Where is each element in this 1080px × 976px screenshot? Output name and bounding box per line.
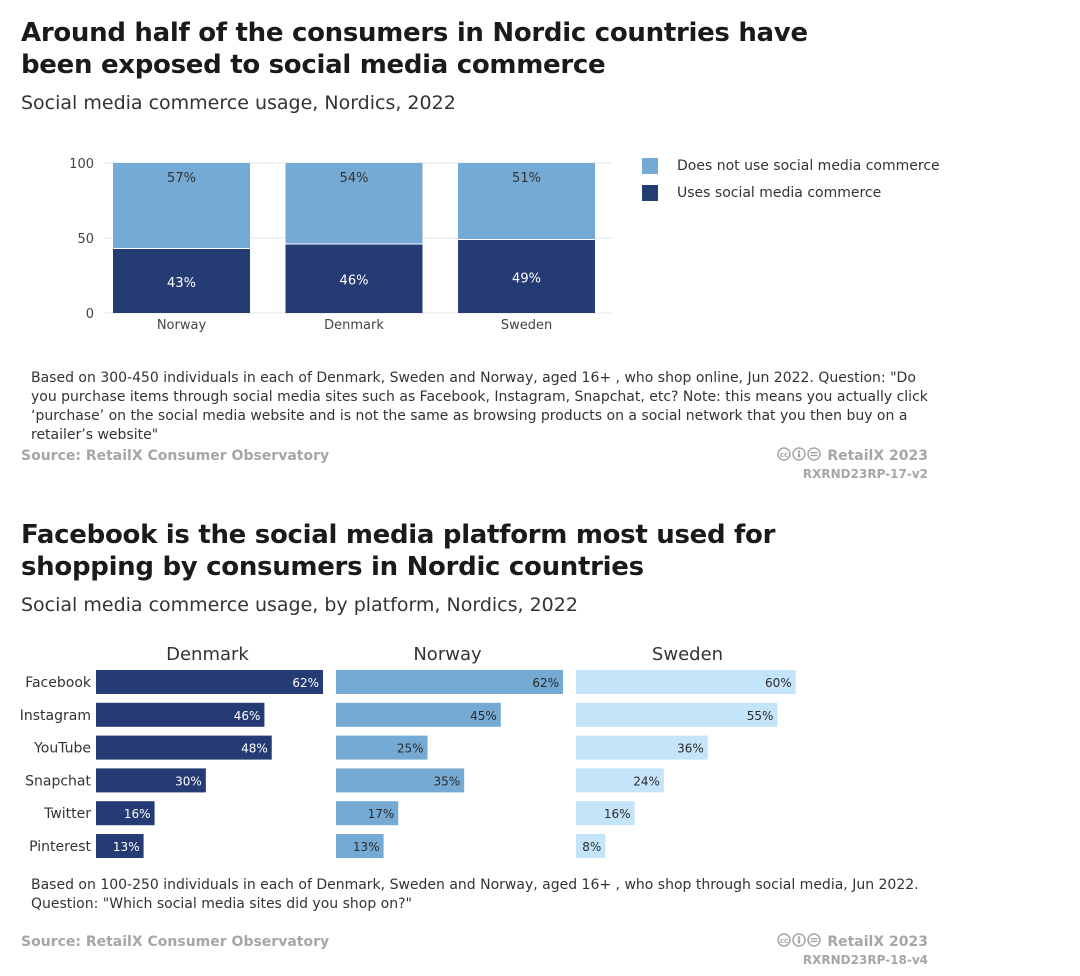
legend-swatch-uses: [642, 184, 658, 201]
data-label: 43%: [167, 276, 196, 291]
chart2-credit: cc RetailX 2023 RXRND23RP-18-v4: [777, 933, 928, 969]
data-label: 57%: [167, 171, 196, 186]
bar-segment: [285, 163, 423, 244]
chart1-subtitle: Social media commerce usage, Nordics, 20…: [21, 92, 456, 114]
chart2-title: Facebook is the social media platform mo…: [21, 520, 776, 582]
panel-title: Sweden: [652, 644, 723, 665]
category-label: Twitter: [43, 806, 91, 822]
chart2-plot: Facebook Instagram YouTube Snapchat Twitter P…: [20, 644, 796, 858]
data-label: 24%: [633, 774, 660, 788]
legend-item-uses: Uses social media commerce: [642, 179, 940, 206]
x-tick-label: Norway: [157, 318, 207, 333]
chart1-plot: 0 50 100 43% 57% Norway 46% 54% Denmark 49% 51% Swe…: [69, 157, 612, 333]
legend-swatch-not-use: [642, 157, 658, 174]
data-label: 48%: [241, 742, 268, 756]
data-label: 45%: [470, 709, 497, 723]
bar-segment: [285, 244, 423, 313]
data-label: 62%: [292, 676, 319, 690]
bar: [336, 670, 563, 694]
category-label: YouTube: [33, 741, 91, 757]
bar: [96, 801, 155, 826]
chart1-title: Around half of the consumers in Nordic c…: [21, 18, 808, 80]
y-tick-label: 0: [86, 307, 94, 322]
data-label: 46%: [340, 274, 369, 289]
y-tick-label: 50: [77, 232, 94, 247]
bar: [576, 834, 606, 858]
x-tick-label: Denmark: [324, 318, 384, 333]
data-label: 35%: [433, 774, 460, 788]
bar: [96, 768, 206, 793]
data-label: 17%: [368, 807, 395, 821]
bar: [576, 801, 635, 826]
legend-label-not-use: Does not use social media commerce: [677, 157, 940, 174]
bar: [336, 702, 501, 727]
chart2-subtitle: Social media commerce usage, by platform…: [21, 594, 578, 616]
category-label: Facebook: [25, 675, 92, 691]
bar: [96, 702, 265, 727]
svg-text:cc: cc: [780, 451, 788, 459]
chart1-credit-label: RetailX 2023: [827, 448, 928, 464]
chart1-code: RXRND23RP-17-v2: [802, 467, 928, 481]
bar: [96, 670, 323, 694]
bar-segment: [113, 163, 250, 249]
legend-item-not-use: Does not use social media commerce: [642, 152, 940, 179]
data-label: 55%: [747, 709, 774, 723]
chart2-note: Based on 100-250 individuals in each of …: [31, 877, 919, 912]
data-label: 62%: [532, 676, 559, 690]
bar: [336, 801, 399, 826]
chart2-code: RXRND23RP-18-v4: [802, 953, 928, 967]
chart2-credit-label: RetailX 2023: [827, 934, 928, 950]
cc-license-icon: cc: [777, 447, 822, 465]
category-label: Instagram: [20, 708, 91, 724]
data-label: 54%: [340, 171, 369, 186]
bar: [576, 768, 664, 793]
data-label: 8%: [582, 840, 601, 854]
chart2-source: Source: RetailX Consumer Observatory: [21, 934, 330, 950]
chart1-credit: cc RetailX 2023 RXRND23RP-17-v2: [777, 447, 928, 483]
legend-label-uses: Uses social media commerce: [677, 184, 882, 201]
category-label: Snapchat: [25, 773, 91, 789]
data-label: 60%: [765, 676, 792, 690]
bar: [336, 768, 465, 793]
panel-title: Norway: [413, 644, 482, 665]
bar: [576, 670, 796, 694]
bar: [336, 735, 428, 760]
bar: [576, 702, 778, 727]
chart1-note: Based on 300-450 individuals in each of …: [31, 370, 928, 443]
data-label: 30%: [175, 774, 202, 788]
svg-text:cc: cc: [780, 937, 788, 945]
x-tick-label: Sweden: [501, 318, 552, 333]
chart1-legend: Does not use social media commerce Uses …: [642, 152, 940, 206]
data-label: 46%: [234, 709, 261, 723]
y-tick-label: 100: [69, 157, 94, 172]
chart1-source: Source: RetailX Consumer Observatory: [21, 448, 330, 464]
cc-license-icon: cc: [777, 933, 822, 951]
category-label: Pinterest: [29, 839, 91, 855]
data-label: 13%: [113, 840, 140, 854]
bar-segment: [458, 239, 595, 313]
data-label: 16%: [604, 807, 631, 821]
bar: [336, 834, 384, 858]
bar: [96, 834, 144, 858]
bar-segment: [458, 163, 595, 240]
data-label: 49%: [512, 271, 541, 286]
panel-title: Denmark: [166, 644, 249, 665]
bar: [96, 735, 272, 760]
bar: [576, 735, 708, 760]
data-label: 51%: [512, 171, 541, 186]
bar-segment: [113, 248, 250, 313]
data-label: 13%: [353, 840, 380, 854]
data-label: 25%: [397, 742, 424, 756]
data-label: 16%: [124, 807, 151, 821]
data-label: 36%: [677, 742, 704, 756]
